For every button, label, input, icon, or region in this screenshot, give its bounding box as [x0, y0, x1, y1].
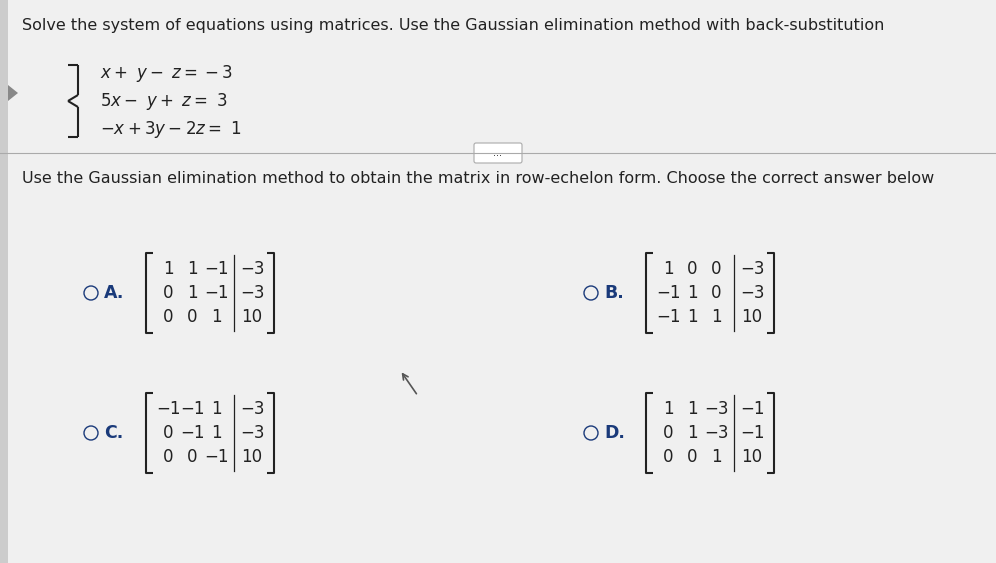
Text: −3: −3 [740, 284, 764, 302]
Text: −1: −1 [655, 284, 680, 302]
Text: −3: −3 [240, 284, 264, 302]
Text: 0: 0 [186, 308, 197, 326]
Text: 1: 1 [711, 448, 721, 466]
Text: ...: ... [493, 148, 503, 158]
Text: 0: 0 [162, 308, 173, 326]
Text: 0: 0 [662, 424, 673, 442]
Text: C.: C. [104, 424, 124, 442]
Text: Solve the system of equations using matrices. Use the Gaussian elimination metho: Solve the system of equations using matr… [22, 18, 884, 33]
Text: B.: B. [604, 284, 623, 302]
Text: −1: −1 [204, 260, 228, 278]
Text: −1: −1 [155, 400, 180, 418]
Text: 1: 1 [662, 260, 673, 278]
Text: 1: 1 [711, 308, 721, 326]
Text: −3: −3 [240, 260, 264, 278]
Text: Use the Gaussian elimination method to obtain the matrix in row-echelon form. Ch: Use the Gaussian elimination method to o… [22, 171, 934, 186]
Text: 0: 0 [711, 284, 721, 302]
Bar [0, 0, 8, 563]
Text: 0: 0 [162, 424, 173, 442]
Text: A.: A. [104, 284, 124, 302]
Text: 1: 1 [186, 260, 197, 278]
Text: −1: −1 [655, 308, 680, 326]
Text: 1: 1 [662, 400, 673, 418]
Text: −1: −1 [179, 424, 204, 442]
Text: 0: 0 [186, 448, 197, 466]
Text: −1: −1 [204, 284, 228, 302]
Text: −3: −3 [704, 400, 728, 418]
Text: $-x+3y-2z=\ 1$: $-x+3y-2z=\ 1$ [100, 118, 241, 140]
Text: −1: −1 [740, 424, 764, 442]
Text: 1: 1 [162, 260, 173, 278]
Text: −1: −1 [740, 400, 764, 418]
Text: 1: 1 [686, 284, 697, 302]
Text: 0: 0 [711, 260, 721, 278]
Text: D.: D. [604, 424, 624, 442]
Text: 10: 10 [241, 448, 263, 466]
Text: 0: 0 [162, 448, 173, 466]
Text: $x+\ y-\ z=-3$: $x+\ y-\ z=-3$ [100, 62, 232, 83]
Text: 1: 1 [186, 284, 197, 302]
Text: 0: 0 [687, 448, 697, 466]
Text: −3: −3 [240, 424, 264, 442]
Polygon shape [8, 85, 18, 101]
Text: 1: 1 [686, 308, 697, 326]
Text: −3: −3 [240, 400, 264, 418]
Text: 0: 0 [162, 284, 173, 302]
Text: 0: 0 [662, 448, 673, 466]
Text: 1: 1 [686, 400, 697, 418]
Text: −3: −3 [740, 260, 764, 278]
Text: 10: 10 [741, 448, 763, 466]
Text: 10: 10 [741, 308, 763, 326]
Text: −1: −1 [179, 400, 204, 418]
Text: 1: 1 [686, 424, 697, 442]
Text: 1: 1 [211, 400, 221, 418]
Text: 10: 10 [241, 308, 263, 326]
Text: 0: 0 [687, 260, 697, 278]
Text: 1: 1 [211, 308, 221, 326]
Text: 1: 1 [211, 424, 221, 442]
Text: $5x-\ y+\ z=\ 3$: $5x-\ y+\ z=\ 3$ [100, 91, 228, 111]
Text: −3: −3 [704, 424, 728, 442]
Text: −1: −1 [204, 448, 228, 466]
FancyBboxPatch shape [474, 143, 522, 163]
